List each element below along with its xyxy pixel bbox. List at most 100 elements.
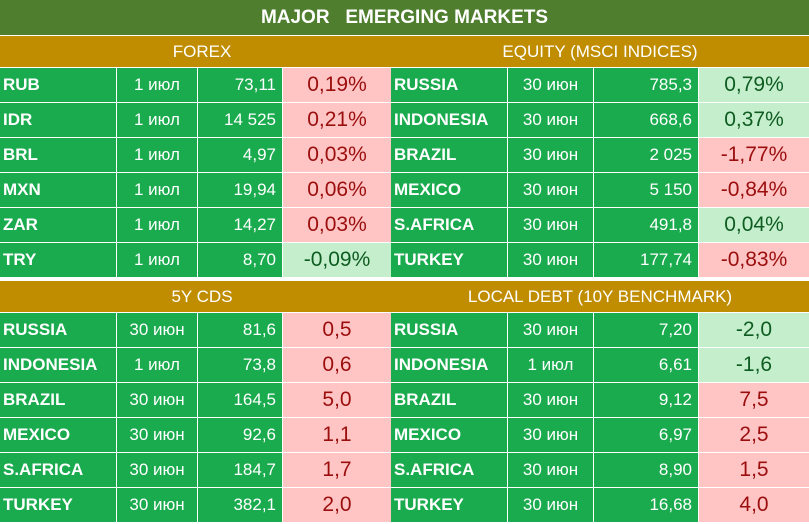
cds-date-cell: 30 июн	[117, 453, 198, 488]
cds-value-cell: 73,8	[198, 348, 283, 383]
debt-value-cell: 9,12	[594, 383, 699, 418]
forex-change-cell: 0,06%	[283, 173, 391, 208]
cds-row: BRAZIL 30 июн 164,5 5,0	[0, 383, 404, 418]
forex-row: MXN 1 июл 19,94 0,06%	[0, 173, 404, 208]
equity-value-cell: 5 150	[594, 173, 699, 208]
forex-change-cell: 0,03%	[283, 208, 391, 243]
cds-change-cell: 1,7	[283, 453, 391, 488]
equity-section: EQUITY (MSCI INDICES) RUSSIA 30 июн 785,3 0…	[391, 35, 809, 278]
equity-change-cell: 0,37%	[699, 103, 809, 138]
cds-row: TURKEY 30 июн 382,1 2,0	[0, 488, 404, 523]
debt-row: INDONESIA 1 июл 6,61 -1,6	[391, 348, 809, 383]
equity-row: S.AFRICA 30 июн 491,8 0,04%	[391, 208, 809, 243]
forex-name-cell: MXN	[0, 173, 117, 208]
debt-value-cell: 8,90	[594, 453, 699, 488]
page-title: MAJOR EMERGING MARKETS	[0, 0, 809, 35]
cds-row: RUSSIA 30 июн 81,6 0,5	[0, 313, 404, 348]
equity-row: TURKEY 30 июн 177,74 -0,83%	[391, 243, 809, 278]
cds-row: S.AFRICA 30 июн 184,7 1,7	[0, 453, 404, 488]
cds-row: INDONESIA 1 июл 73,8 0,6	[0, 348, 404, 383]
debt-date-cell: 30 июн	[508, 418, 594, 453]
debt-row: RUSSIA 30 июн 7,20 -2,0	[391, 313, 809, 348]
debt-name-cell: RUSSIA	[391, 313, 508, 348]
equity-change-cell: 0,79%	[699, 68, 809, 103]
equity-name-cell: S.AFRICA	[391, 208, 508, 243]
equity-row: BRAZIL 30 июн 2 025 -1,77%	[391, 138, 809, 173]
forex-value-cell: 73,11	[198, 68, 283, 103]
debt-name-cell: BRAZIL	[391, 383, 508, 418]
debt-date-cell: 30 июн	[508, 383, 594, 418]
forex-change-cell: 0,19%	[283, 68, 391, 103]
equity-date-cell: 30 июн	[508, 208, 594, 243]
cds-name-cell: RUSSIA	[0, 313, 117, 348]
forex-change-cell: 0,03%	[283, 138, 391, 173]
equity-date-cell: 30 июн	[508, 173, 594, 208]
cds-change-cell: 2,0	[283, 488, 391, 523]
cds-value-cell: 92,6	[198, 418, 283, 453]
forex-change-cell: -0,09%	[283, 243, 391, 278]
forex-value-cell: 14,27	[198, 208, 283, 243]
cds-name-cell: MEXICO	[0, 418, 117, 453]
equity-value-cell: 177,74	[594, 243, 699, 278]
forex-rows: RUB 1 июл 73,11 0,19% IDR 1 июл 14 525 0,21% BRL…	[0, 68, 404, 278]
cds-section: 5Y CDS RUSSIA 30 июн 81,6 0,5 INDONESIA 1 июл…	[0, 280, 404, 523]
equity-rows: RUSSIA 30 июн 785,3 0,79% INDONESIA 30 июн 668…	[391, 68, 809, 278]
cds-header: 5Y CDS	[0, 280, 404, 313]
debt-row: S.AFRICA 30 июн 8,90 1,5	[391, 453, 809, 488]
cds-date-cell: 30 июн	[117, 383, 198, 418]
debt-change-cell: 7,5	[699, 383, 809, 418]
equity-name-cell: BRAZIL	[391, 138, 508, 173]
forex-row: TRY 1 июл 8,70 -0,09%	[0, 243, 404, 278]
cds-date-cell: 30 июн	[117, 418, 198, 453]
cds-rows: RUSSIA 30 июн 81,6 0,5 INDONESIA 1 июл 73,8 0,6…	[0, 313, 404, 523]
cds-change-cell: 1,1	[283, 418, 391, 453]
cds-name-cell: TURKEY	[0, 488, 117, 523]
debt-change-cell: 2,5	[699, 418, 809, 453]
forex-date-cell: 1 июл	[117, 173, 198, 208]
equity-date-cell: 30 июн	[508, 138, 594, 173]
equity-value-cell: 785,3	[594, 68, 699, 103]
forex-name-cell: TRY	[0, 243, 117, 278]
forex-value-cell: 8,70	[198, 243, 283, 278]
equity-row: INDONESIA 30 июн 668,6 0,37%	[391, 103, 809, 138]
cds-date-cell: 1 июл	[117, 348, 198, 383]
cds-row: MEXICO 30 июн 92,6 1,1	[0, 418, 404, 453]
debt-name-cell: INDONESIA	[391, 348, 508, 383]
forex-name-cell: ZAR	[0, 208, 117, 243]
forex-row: ZAR 1 июл 14,27 0,03%	[0, 208, 404, 243]
cds-date-cell: 30 июн	[117, 313, 198, 348]
debt-header: LOCAL DEBT (10Y BENCHMARK)	[391, 280, 809, 313]
equity-value-cell: 2 025	[594, 138, 699, 173]
equity-change-cell: -1,77%	[699, 138, 809, 173]
equity-change-cell: -0,84%	[699, 173, 809, 208]
equity-name-cell: RUSSIA	[391, 68, 508, 103]
debt-name-cell: TURKEY	[391, 488, 508, 523]
equity-value-cell: 668,6	[594, 103, 699, 138]
forex-value-cell: 19,94	[198, 173, 283, 208]
debt-date-cell: 1 июл	[508, 348, 594, 383]
debt-change-cell: 4,0	[699, 488, 809, 523]
cds-value-cell: 184,7	[198, 453, 283, 488]
forex-date-cell: 1 июл	[117, 208, 198, 243]
equity-row: RUSSIA 30 июн 785,3 0,79%	[391, 68, 809, 103]
cds-change-cell: 5,0	[283, 383, 391, 418]
forex-name-cell: IDR	[0, 103, 117, 138]
debt-row: TURKEY 30 июн 16,68 4,0	[391, 488, 809, 523]
equity-date-cell: 30 июн	[508, 103, 594, 138]
forex-date-cell: 1 июл	[117, 103, 198, 138]
equity-change-cell: -0,83%	[699, 243, 809, 278]
cds-change-cell: 0,5	[283, 313, 391, 348]
debt-date-cell: 30 июн	[508, 488, 594, 523]
equity-change-cell: 0,04%	[699, 208, 809, 243]
cds-name-cell: S.AFRICA	[0, 453, 117, 488]
cds-name-cell: BRAZIL	[0, 383, 117, 418]
forex-row: BRL 1 июл 4,97 0,03%	[0, 138, 404, 173]
debt-date-cell: 30 июн	[508, 313, 594, 348]
equity-name-cell: TURKEY	[391, 243, 508, 278]
debt-name-cell: MEXICO	[391, 418, 508, 453]
forex-header: FOREX	[0, 35, 404, 68]
debt-name-cell: S.AFRICA	[391, 453, 508, 488]
debt-section: LOCAL DEBT (10Y BENCHMARK) RUSSIA 30 июн 7…	[391, 280, 809, 523]
cds-date-cell: 30 июн	[117, 488, 198, 523]
